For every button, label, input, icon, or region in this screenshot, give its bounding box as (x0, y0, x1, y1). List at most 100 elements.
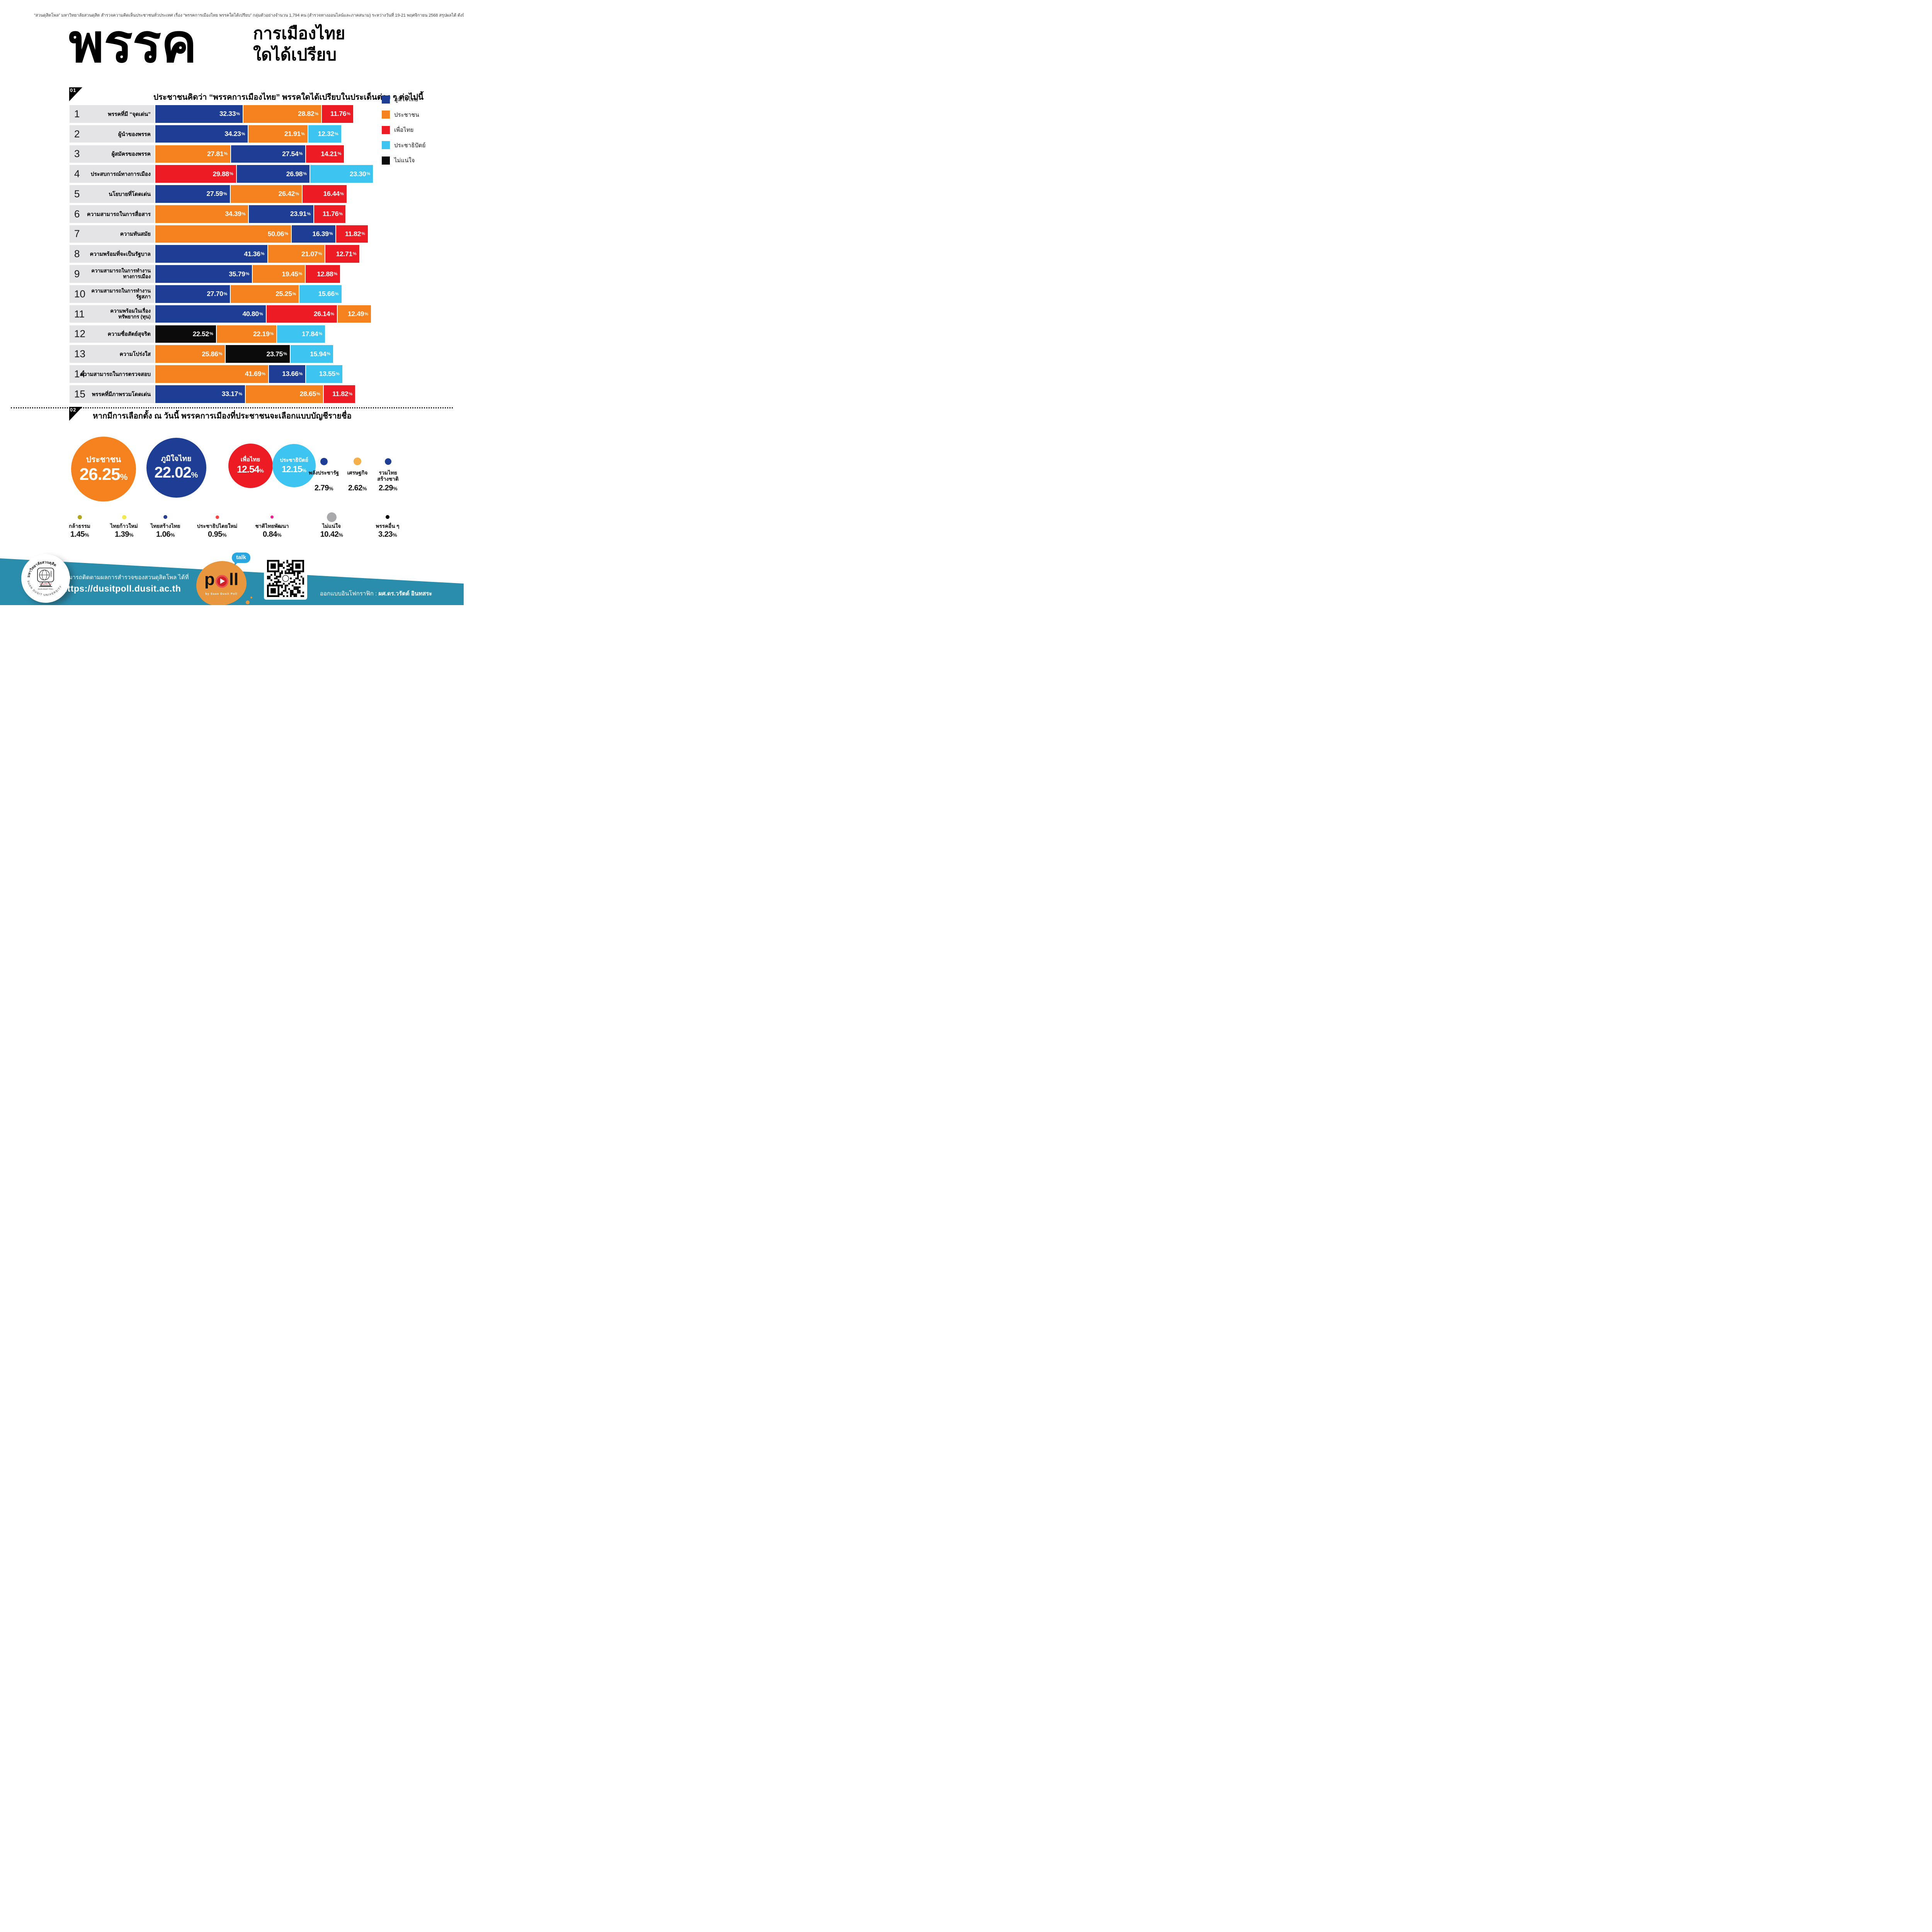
percent-sign: % (283, 352, 287, 357)
legend-label: ไม่แน่ใจ (394, 157, 415, 164)
qr-pattern (267, 560, 304, 597)
bar-value: 28.82 (298, 110, 315, 118)
bar-segment: 17.84% (277, 325, 325, 343)
percent-sign: % (330, 311, 334, 316)
bar-segment: 12.88% (306, 265, 340, 283)
row-header: 5 นโยบายที่โดดเด่น (70, 185, 155, 203)
row-bars: 27.59% 26.42% 16.44% (155, 185, 347, 203)
row-label-line1: ความสามารถในการทำงาน (91, 287, 151, 294)
bar-value: 14.21 (321, 150, 337, 158)
bar-value: 22.52 (192, 330, 209, 338)
chart-row: 10 ความสามารถในการทำงาน รัฐสภา 27.70% 25.25%… (70, 285, 374, 303)
footer: มหาวิทยาลัยสวนดุสิต SUAN DUSIT UNIVERSIT… (0, 553, 464, 605)
bubble-party-name: เพื่อไทย (240, 456, 260, 463)
row-label: ความสามารถในการทำงาน ทางการเมือง (91, 268, 151, 280)
bar-value: 11.82 (345, 230, 361, 238)
row-label: ความสามารถในการทำงาน รัฐสภา (91, 288, 151, 300)
row-header: 15 พรรคที่มีภาพรวมโดดเด่น (70, 385, 155, 403)
row-bars: 27.81% 27.54% 14.21% (155, 145, 345, 163)
main-title-line1: การเมืองไทย (253, 24, 345, 43)
row-label: ผู้สมัครของพรรค (111, 151, 151, 157)
bar-value: 27.70 (207, 290, 223, 298)
bar-value: 33.17 (221, 390, 238, 398)
row-label: ความทันสมัย (120, 231, 151, 237)
party-dot-item: พลังประชารัฐ 2.79% (297, 457, 351, 493)
party-dot (163, 515, 167, 519)
bar-value: 11.76 (330, 110, 347, 118)
row-bars: 40.80% 26.14% 12.49% (155, 305, 372, 323)
row-number: 12 (74, 328, 85, 340)
row-label: ความซื่อสัตย์สุจริต (107, 331, 151, 337)
legend-item: ประชาธิปัตย์ (382, 141, 425, 150)
bubble-value: 12.15% (282, 465, 306, 474)
percent-sign: % (236, 111, 240, 116)
legend-label: เพื่อไทย (394, 127, 414, 133)
legend-swatch (382, 95, 390, 104)
party-bubble: ภูมิใจไทย 22.02% (146, 437, 206, 498)
row-header: 7 ความทันสมัย (70, 225, 155, 243)
party-dot (77, 515, 82, 519)
percent-sign: % (335, 371, 340, 376)
bubble-value: 12.54% (237, 465, 264, 474)
bubble-party-name: ประชาชน (86, 455, 121, 464)
bar-value: 17.84 (301, 330, 318, 338)
bar-segment: 27.70% (155, 285, 230, 303)
percent-sign: % (327, 352, 331, 357)
percent-sign: % (362, 485, 367, 492)
section1-badge: 01 (69, 87, 82, 101)
percent-sign: % (318, 252, 322, 257)
bar-value: 35.79 (229, 270, 245, 278)
legend-swatch (382, 156, 390, 165)
bar-segment: 34.23% (155, 125, 248, 143)
bar-value: 50.06 (267, 230, 284, 238)
bar-value: 19.45 (282, 270, 298, 278)
play-icon (215, 575, 228, 588)
percent-sign: % (222, 532, 227, 538)
percent-sign: % (223, 291, 228, 296)
party-dot-value: 2.29% (361, 484, 415, 493)
percent-sign: % (333, 272, 338, 277)
row-number: 6 (74, 208, 80, 220)
row-label: ความสามารถในการสื่อสาร (87, 211, 151, 217)
row-number: 2 (74, 128, 80, 140)
chart-row: 13 ความโปร่งใส 25.86% 23.75% 15.94% (70, 345, 374, 363)
poll-logo: p ll (196, 571, 247, 588)
bar-segment: 34.39% (155, 205, 248, 223)
credit-name: ผศ.ดร.วรัตต์ อินทสระ (378, 590, 432, 597)
percent-sign: % (191, 471, 198, 480)
percent-sign: % (262, 371, 265, 376)
bar-value: 25.25 (276, 290, 292, 298)
percent-sign: % (299, 371, 303, 376)
percent-sign: % (129, 532, 134, 538)
row-label: ความพร้อมในเรื่อง ทรัพยากร (ทุน) (110, 308, 151, 320)
party-dot (327, 512, 337, 522)
row-header: 1 พรรคที่มี “จุดเด่น” (70, 105, 155, 123)
percent-sign: % (340, 191, 344, 196)
percent-sign: % (241, 131, 245, 136)
party-dot-item: กล้าธรรม 1.45% (51, 515, 109, 539)
chart-row: 8 ความพร้อมที่จะเป็นรัฐบาล 41.36% 21.07% 12.… (70, 245, 374, 263)
bar-value: 15.66 (318, 290, 335, 298)
percent-sign: % (295, 191, 299, 196)
row-number: 3 (74, 148, 80, 160)
percent-sign: % (318, 332, 322, 337)
follow-text: สามารถติดตามผลการสำรวจของสวนดุสิตโพล ได้… (62, 574, 189, 581)
row-number: 4 (74, 168, 80, 180)
row-label-line2: ทางการเมือง (123, 274, 151, 280)
row-header: 11 ความพร้อมในเรื่อง ทรัพยากร (ทุน) (70, 305, 155, 323)
chart-row: 4 ประสบการณ์ทางการเมือง 29.88% 26.98% 23.30% (70, 165, 374, 183)
party-dot-value: 2.62% (330, 484, 384, 493)
bar-value: 26.98 (286, 170, 303, 178)
row-number: 14 (74, 368, 85, 380)
bar-value: 34.23 (224, 130, 241, 138)
percent-sign: % (337, 151, 342, 156)
party-dot-item: ไทยก้าวใหม่ 1.39% (95, 515, 153, 539)
row-bars: 29.88% 26.98% 23.30% (155, 165, 374, 183)
row-bars: 41.69% 13.66% 13.55% (155, 365, 343, 383)
row-header: 9 ความสามารถในการทำงาน ทางการเมือง (70, 265, 155, 283)
svg-text:สวนดุสิตโพล: สวนดุสิตโพล (40, 582, 52, 585)
percent-sign: % (316, 391, 320, 396)
stacked-bar-chart: 1 พรรคที่มี “จุดเด่น” 32.33% 28.82% 11.76% 2 ผ… (70, 105, 374, 405)
bar-value: 12.88 (317, 270, 333, 278)
party-dot-value-number: 0.95 (208, 530, 222, 539)
